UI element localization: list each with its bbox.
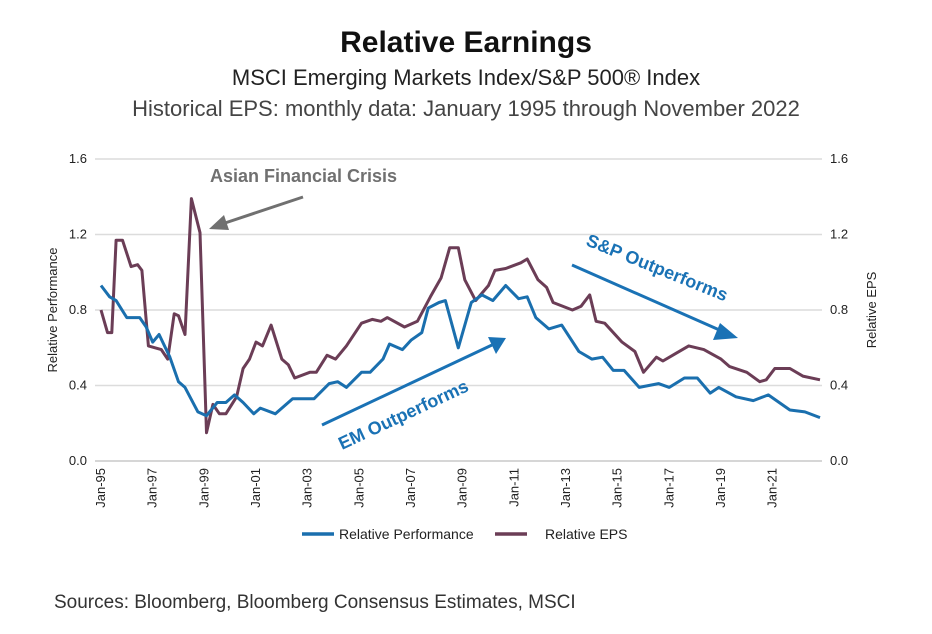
- y-tick-label-right: 0.0: [830, 453, 848, 468]
- series-lines: [99, 197, 821, 435]
- legend-label-relative-performance: Relative Performance: [339, 526, 474, 542]
- x-tick-label: Jan-21: [765, 468, 780, 508]
- source-note: Sources: Bloomberg, Bloomberg Consensus …: [54, 592, 576, 613]
- x-tick-label: Jan-19: [713, 468, 728, 508]
- x-tick-label: Jan-07: [403, 468, 418, 508]
- x-tick-label: Jan-95: [93, 468, 108, 508]
- annotation-arrow-em: [321, 337, 506, 427]
- y-tick-label-right: 0.4: [830, 378, 848, 393]
- y-tick-label-left: 0.0: [69, 453, 87, 468]
- x-tick-label: Jan-01: [248, 468, 263, 508]
- x-tick-label: Jan-97: [145, 468, 160, 508]
- annotation-sp-outperforms: S&P Outperforms: [584, 230, 731, 305]
- y-axis-right-label: Relative EPS: [864, 271, 879, 348]
- y-tick-label-right: 1.6: [830, 151, 848, 166]
- x-axis: Jan-95 Jan-97 Jan-99 Jan-01 Jan-03 Jan-05 Jan-…: [93, 468, 780, 508]
- x-tick-label: Jan-13: [558, 468, 573, 508]
- x-tick-label: Jan-11: [506, 468, 521, 507]
- y-tick-label-left: 0.4: [69, 378, 87, 393]
- x-tick-label: Jan-03: [300, 468, 315, 508]
- chart-subtitle: MSCI Emerging Markets Index/S&P 500® Ind…: [232, 65, 700, 90]
- chart-title: Relative Earnings: [340, 26, 592, 59]
- gridlines: [95, 158, 822, 462]
- annotation-asian-crisis: Asian Financial Crisis: [210, 166, 397, 186]
- chart-subtitle-2: Historical EPS: monthly data: January 19…: [132, 96, 800, 121]
- series-line-relative-performance: [99, 284, 821, 420]
- annotation-arrow-asian-crisis: [209, 195, 304, 230]
- x-tick-label: Jan-09: [455, 468, 470, 508]
- legend-label-relative-eps: Relative EPS: [545, 526, 627, 542]
- y-tick-label-left: 1.2: [69, 227, 87, 242]
- y-tick-label-right: 1.2: [830, 227, 848, 242]
- y-axis-left: 0.0 0.4 0.8 1.2 1.6: [69, 151, 87, 468]
- x-tick-label: Jan-99: [196, 468, 211, 508]
- x-tick-label: Jan-17: [661, 468, 676, 508]
- y-axis-right: 0.0 0.4 0.8 1.2 1.6: [830, 151, 848, 468]
- x-tick-label: Jan-15: [610, 468, 625, 508]
- x-tick-label: Jan-05: [351, 468, 366, 508]
- annotation-arrow-sp: [571, 263, 738, 340]
- y-tick-label-right: 0.8: [830, 302, 848, 317]
- y-tick-label-left: 1.6: [69, 151, 87, 166]
- series-line-relative-eps: [99, 197, 821, 435]
- y-tick-label-left: 0.8: [69, 302, 87, 317]
- y-axis-left-label: Relative Performance: [45, 248, 60, 373]
- legend: Relative Performance Relative EPS: [302, 526, 627, 542]
